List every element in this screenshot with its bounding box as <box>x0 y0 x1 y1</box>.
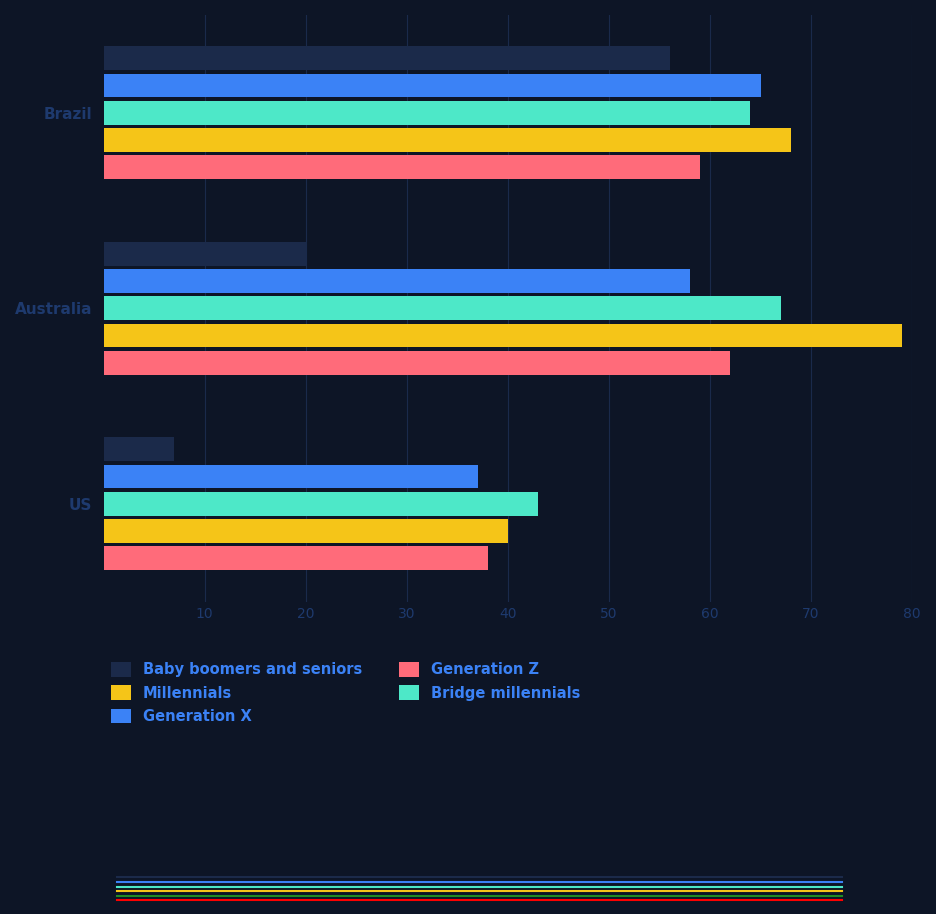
Bar <box>104 269 690 293</box>
Bar <box>104 547 488 570</box>
Bar <box>104 47 669 70</box>
Bar <box>104 101 751 124</box>
Legend: Baby boomers and seniors, Millennials, Generation X, Generation Z, Bridge millen: Baby boomers and seniors, Millennials, G… <box>110 662 580 724</box>
Bar <box>104 324 902 347</box>
Bar <box>104 438 174 462</box>
Bar <box>104 351 730 375</box>
Bar <box>104 492 538 515</box>
Bar <box>104 128 791 152</box>
Bar <box>104 155 700 179</box>
Bar <box>104 74 761 98</box>
Bar <box>104 242 306 266</box>
Bar <box>104 296 781 320</box>
Bar <box>104 464 477 488</box>
Bar <box>104 519 508 543</box>
